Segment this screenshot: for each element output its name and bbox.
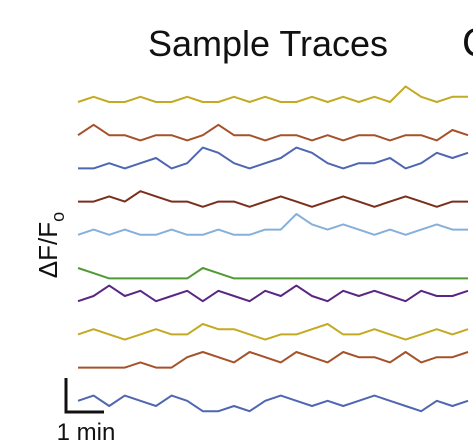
trace-line-1 <box>77 85 468 103</box>
y-axis-label-text: ΔF/F <box>33 222 63 278</box>
trace-line-7 <box>77 284 469 303</box>
chart-title: Sample Traces <box>148 23 388 64</box>
y-axis-label-subscript: o <box>48 212 68 222</box>
y-axis-label: ΔF/Fo <box>33 212 68 278</box>
trace-line-5 <box>77 213 468 236</box>
trace-line-4 <box>78 190 468 208</box>
scale-bar: 1 min <box>57 378 116 444</box>
trace-line-8 <box>77 323 469 341</box>
trace-line-2 <box>77 123 469 142</box>
trace-line-6 <box>77 267 468 280</box>
panel-letter: C <box>462 21 473 65</box>
trace-line-9 <box>78 351 469 369</box>
y-axis-label-main: ΔF/Fo <box>33 212 68 278</box>
trace-line-10 <box>77 394 469 413</box>
trace-line-3 <box>78 146 469 170</box>
trace-group <box>77 85 469 413</box>
scale-bar-lines <box>64 378 104 414</box>
scale-bar-label: 1 min <box>57 419 116 444</box>
